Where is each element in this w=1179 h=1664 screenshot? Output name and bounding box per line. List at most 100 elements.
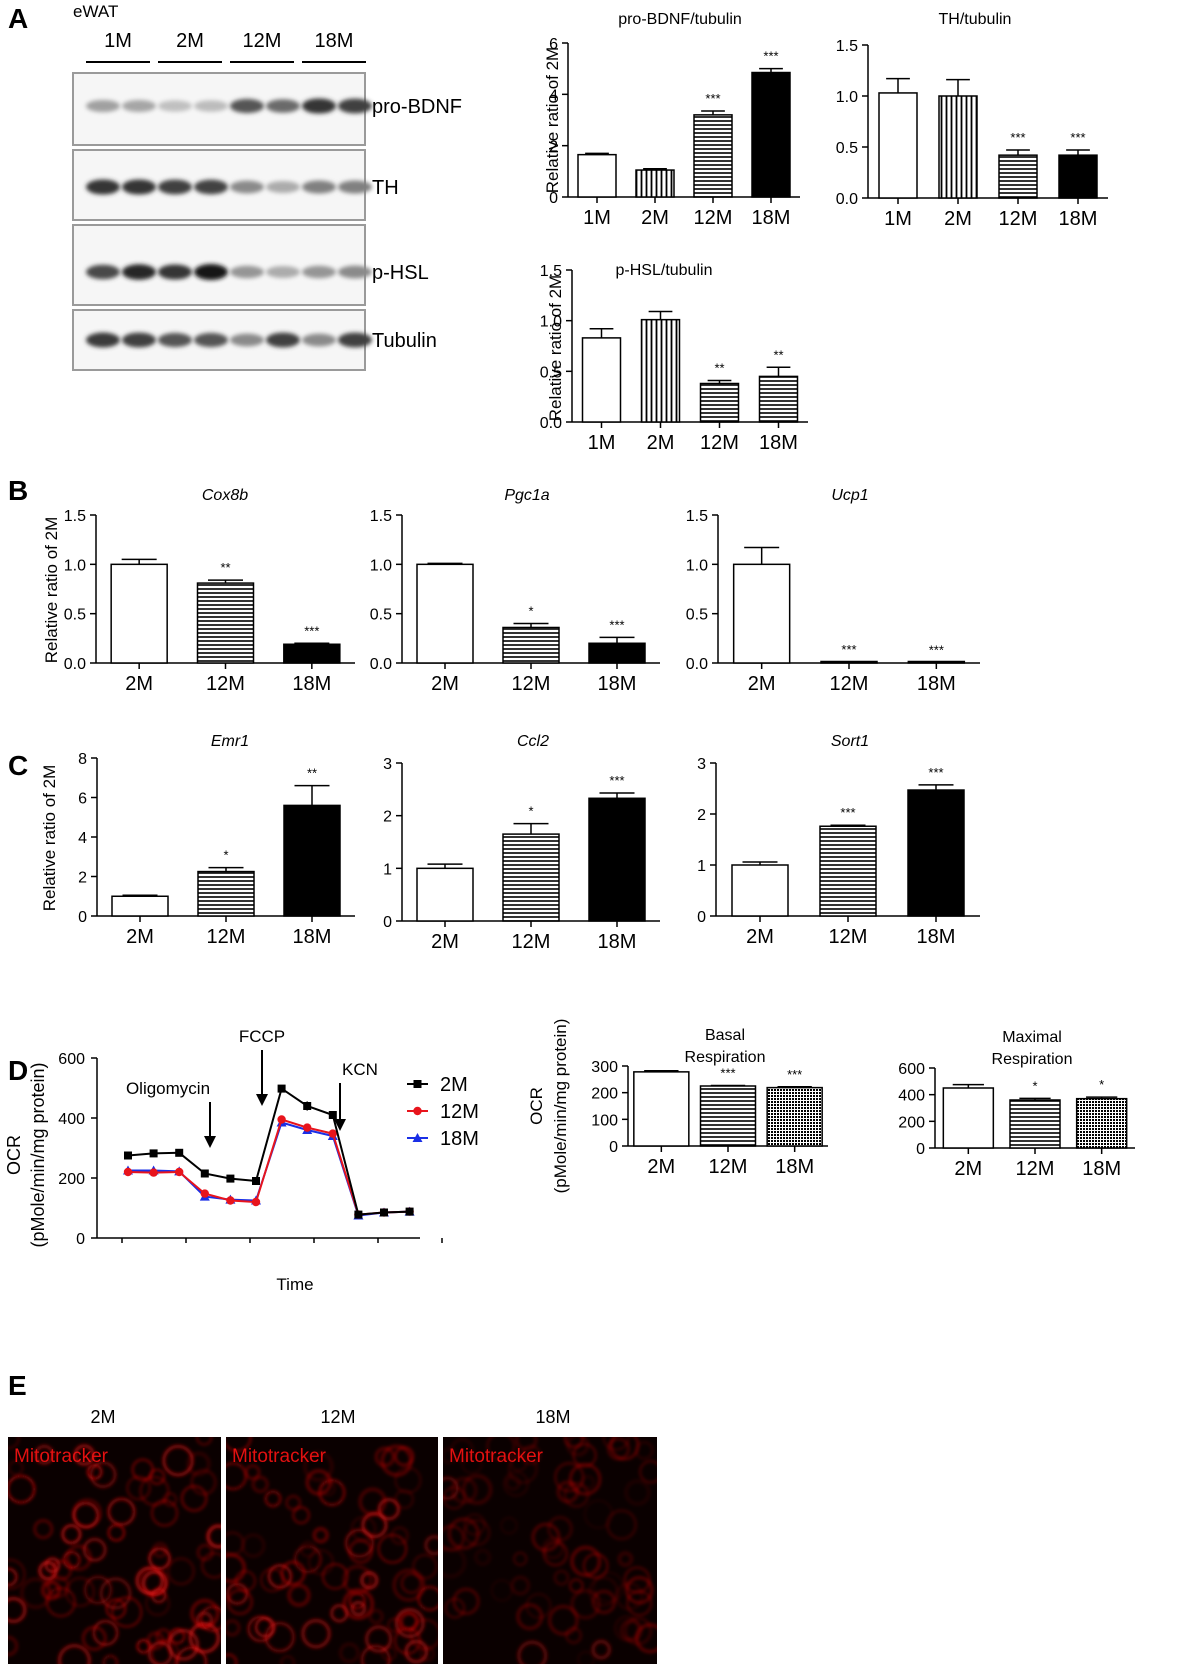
micrograph-age-label: 2M	[90, 1407, 115, 1427]
chart-probdnf: 0 2 4 6 1M 2M *** 12M *** 18M pro-BDNF/tubulin Rela…	[543, 11, 800, 229]
legend-marker	[413, 1106, 422, 1116]
significance-marker: **	[307, 766, 317, 781]
chart-title: Basal	[705, 1027, 745, 1044]
data-point	[149, 1168, 158, 1177]
y-tick-label: 0	[697, 909, 706, 926]
chart-title: p-HSL/tubulin	[616, 262, 713, 279]
chart-title-line2: Respiration	[992, 1051, 1073, 1068]
chart-title: Ccl2	[517, 733, 549, 750]
chart-title-line2: Respiration	[685, 1049, 766, 1066]
chart-th: 0.0 0.5 1.0 1.5 1M 2M *** 12M *** 18M TH/tubulin	[836, 11, 1108, 230]
data-point	[200, 1189, 209, 1198]
western-blot: eWAT 1M 2M 12M 18M pro-BDNF TH p-HSL Tubulin	[72, 2, 462, 371]
y-tick-label: 6	[78, 791, 87, 808]
y-tick-label: 400	[58, 1111, 85, 1128]
data-point	[303, 1102, 312, 1110]
micrograph-18M: 18M Mitotracker	[443, 1407, 657, 1664]
bar-12M	[998, 154, 1038, 199]
significance-marker: ***	[841, 642, 856, 657]
arrow-head-icon	[204, 1136, 216, 1148]
bar-18M	[283, 804, 341, 917]
blot-band	[122, 100, 156, 112]
y-axis-label: Relative ratio of 2M	[543, 47, 562, 193]
arrow-head-icon	[334, 1119, 346, 1131]
blot-band	[338, 332, 372, 348]
micrograph-cells	[443, 1437, 657, 1664]
y-tick-label: 0	[76, 1231, 85, 1248]
y-axis-label-units: (pMole/min/mg protein)	[28, 1062, 48, 1247]
y-tick-label: 0.0	[64, 656, 86, 673]
blot-band	[86, 179, 120, 195]
bar-2M	[640, 318, 681, 423]
micrograph-stain-label: Mitotracker	[232, 1446, 327, 1467]
blot-band	[266, 181, 300, 193]
y-tick-label: 0.0	[836, 191, 858, 208]
chart-title: Emr1	[211, 733, 249, 750]
blot-band	[230, 265, 264, 279]
significance-marker: ***	[609, 617, 624, 632]
blot-band	[302, 180, 336, 194]
blot-band	[302, 265, 336, 279]
data-point	[226, 1196, 235, 1205]
x-tick-label: 18M	[598, 673, 637, 695]
x-tick-label: 2M	[944, 208, 972, 230]
bar-18M	[907, 660, 966, 664]
data-point	[328, 1129, 337, 1138]
x-tick-label: 1M	[588, 432, 616, 454]
bar-12M	[820, 660, 878, 664]
data-point	[303, 1123, 312, 1132]
y-tick-label: 200	[591, 1086, 618, 1103]
blot-band	[266, 332, 300, 348]
chart-emr1: 0 2 4 6 8 2M * 12M ** 18M Emr1 Relative ratio of 2M	[40, 733, 355, 948]
bar-18M	[1075, 1097, 1128, 1149]
blot-band	[230, 98, 264, 114]
y-axis-label: OCR	[527, 1087, 546, 1125]
significance-marker: ***	[840, 805, 855, 820]
y-tick-label: 1	[383, 861, 392, 878]
data-point	[328, 1111, 337, 1119]
panel-letter-a: A	[8, 3, 28, 34]
blot-band	[158, 332, 192, 348]
micrograph-2M: 2M Mitotracker	[8, 1407, 221, 1664]
data-point	[252, 1177, 260, 1185]
y-tick-label: 0.0	[370, 656, 392, 673]
y-tick-label: 1.5	[64, 508, 86, 525]
y-tick-label: 0.0	[540, 415, 562, 432]
y-tick-label: 600	[898, 1061, 925, 1078]
bar-12M	[699, 382, 740, 423]
y-tick-label: 0	[609, 1139, 618, 1156]
bar-1M	[577, 153, 617, 198]
y-tick-label: 1.0	[64, 557, 86, 574]
x-tick-label: 12M	[700, 432, 739, 454]
blot-band-label: TH	[372, 177, 399, 199]
blot-band	[194, 100, 228, 112]
bar-12M	[1009, 1099, 1061, 1149]
data-point	[200, 1169, 209, 1178]
y-tick-label: 4	[78, 830, 87, 847]
x-tick-label: 18M	[917, 926, 956, 948]
blot-band	[194, 332, 228, 348]
y-tick-label: 2	[383, 809, 392, 826]
chart-title: Pgc1a	[504, 487, 549, 504]
data-point	[277, 1115, 286, 1124]
data-point	[175, 1167, 184, 1177]
x-tick-label: 12M	[1016, 1158, 1055, 1180]
x-tick-label: 12M	[512, 673, 551, 695]
y-tick-label: 1.5	[836, 38, 858, 55]
significance-marker: *	[1099, 1077, 1104, 1092]
micrograph-cells	[226, 1437, 438, 1664]
x-tick-label: 2M	[746, 926, 774, 948]
x-tick-label: 2M	[126, 926, 154, 948]
blot-strip-pro-BDNF: pro-BDNF	[72, 72, 462, 146]
bar-2M	[942, 1087, 995, 1149]
bar-18M	[751, 71, 791, 198]
data-point	[149, 1149, 158, 1158]
significance-marker: **	[220, 560, 230, 575]
x-tick-label: 18M	[292, 673, 331, 695]
blot-band	[158, 100, 192, 112]
significance-marker: ***	[1010, 130, 1025, 145]
chart-legend: 2M 12M 18M	[407, 1074, 479, 1150]
x-tick-label: 18M	[1082, 1158, 1121, 1180]
blot-band	[266, 266, 300, 278]
significance-marker: ***	[720, 1065, 735, 1080]
